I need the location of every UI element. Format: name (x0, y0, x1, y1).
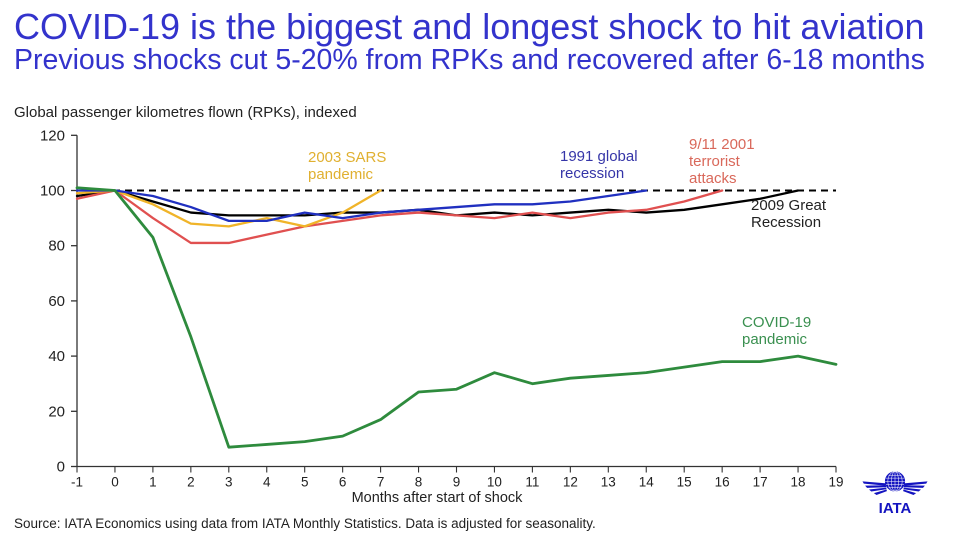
svg-text:120: 120 (40, 127, 65, 144)
svg-text:10: 10 (487, 475, 502, 490)
svg-text:19: 19 (828, 475, 843, 490)
svg-text:100: 100 (40, 183, 65, 200)
svg-text:6: 6 (339, 475, 347, 490)
svg-text:17: 17 (753, 475, 768, 490)
svg-text:11: 11 (525, 475, 539, 490)
svg-text:20: 20 (48, 403, 65, 420)
svg-text:8: 8 (415, 475, 423, 490)
svg-text:80: 80 (48, 238, 65, 255)
svg-text:60: 60 (48, 293, 65, 310)
svg-text:16: 16 (715, 475, 730, 490)
svg-text:12: 12 (563, 475, 578, 490)
svg-text:IATA: IATA (879, 500, 912, 517)
svg-text:4: 4 (263, 475, 271, 490)
svg-text:5: 5 (301, 475, 309, 490)
svg-text:18: 18 (791, 475, 806, 490)
svg-text:1: 1 (149, 475, 157, 490)
svg-text:0: 0 (57, 459, 65, 476)
svg-text:13: 13 (601, 475, 616, 490)
svg-text:40: 40 (48, 348, 65, 365)
svg-text:3: 3 (225, 475, 233, 490)
svg-text:-1: -1 (71, 475, 83, 490)
svg-text:9: 9 (453, 475, 461, 490)
svg-text:7: 7 (377, 475, 385, 490)
svg-text:2: 2 (187, 475, 195, 490)
svg-text:14: 14 (639, 475, 655, 490)
svg-text:15: 15 (677, 475, 692, 490)
svg-text:0: 0 (111, 475, 119, 490)
